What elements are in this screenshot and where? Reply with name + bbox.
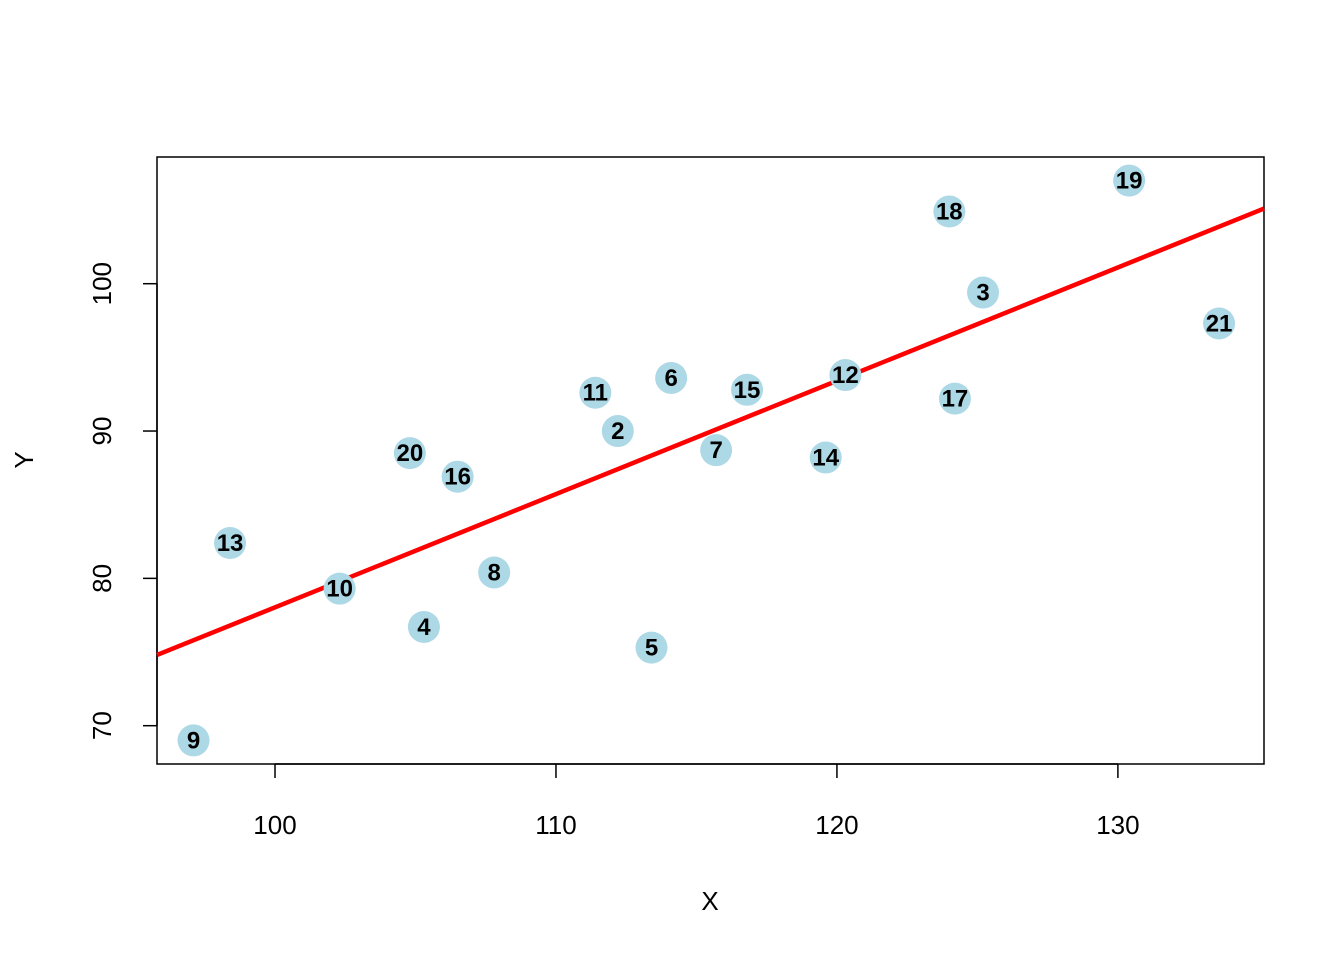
data-point: 8 [478, 556, 511, 589]
point-marker [1113, 164, 1146, 197]
data-point: 3 [967, 276, 1000, 309]
point-label: 15 [734, 377, 761, 404]
point-marker [700, 434, 733, 467]
regression-line [156, 206, 1265, 658]
y-tick-label: 80 [87, 564, 117, 593]
y-tick-label: 100 [87, 262, 117, 305]
point-label: 16 [444, 464, 471, 491]
data-point: 19 [1113, 164, 1146, 197]
point-label: 10 [326, 576, 353, 603]
point-marker [407, 610, 440, 643]
x-tick-label: 110 [535, 810, 576, 840]
point-marker [601, 415, 634, 448]
x-tick-label: 120 [815, 810, 858, 840]
point-marker [967, 276, 1000, 309]
data-point: 6 [655, 361, 688, 394]
data-point: 15 [731, 373, 764, 406]
point-label: 13 [217, 530, 244, 557]
point-marker [938, 382, 971, 415]
point-label: 9 [187, 727, 200, 754]
point-label: 8 [487, 559, 500, 586]
point-label: 18 [936, 199, 963, 226]
data-point: 17 [938, 382, 971, 415]
point-marker [933, 195, 966, 228]
data-point: 14 [809, 441, 842, 474]
data-point: 18 [933, 195, 966, 228]
point-label: 14 [812, 445, 839, 472]
data-point: 11 [579, 376, 612, 409]
y-axis-title: Y [9, 451, 39, 468]
point-label: 19 [1116, 168, 1143, 195]
point-label: 20 [397, 440, 424, 467]
point-label: 3 [976, 280, 989, 307]
x-axis-title: X [701, 886, 718, 916]
point-marker [214, 527, 247, 560]
data-point: 5 [635, 631, 668, 664]
data-point: 21 [1203, 307, 1236, 340]
point-marker [177, 724, 210, 757]
data-point: 16 [441, 460, 474, 493]
point-marker [393, 437, 426, 470]
y-tick-label: 70 [87, 711, 117, 740]
point-label: 12 [832, 362, 859, 389]
data-point: 10 [323, 572, 356, 605]
point-marker [441, 460, 474, 493]
y-tick-label: 90 [87, 417, 117, 446]
point-marker [809, 441, 842, 474]
point-label: 5 [645, 635, 658, 662]
point-marker [478, 556, 511, 589]
point-label: 21 [1206, 310, 1233, 337]
point-label: 7 [709, 437, 722, 464]
points-layer: 2 3 4 5 6 7 8 9 10 11 12 13 14 15 16 17 18 19 20 21 [177, 164, 1236, 757]
x-tick-label: 130 [1096, 810, 1139, 840]
point-label: 2 [611, 418, 624, 445]
point-label: 6 [664, 365, 677, 392]
data-point: 7 [700, 434, 733, 467]
data-point: 20 [393, 437, 426, 470]
point-marker [323, 572, 356, 605]
point-marker [731, 373, 764, 406]
x-axis: 100 110 120 130 [253, 763, 1140, 840]
point-marker [655, 361, 688, 394]
point-marker [635, 631, 668, 664]
point-marker [579, 376, 612, 409]
y-axis: 70 80 90 100 [87, 262, 158, 740]
point-marker [1203, 307, 1236, 340]
data-point: 13 [214, 527, 247, 560]
point-label: 4 [417, 614, 431, 641]
point-label: 17 [942, 386, 969, 413]
data-point: 9 [177, 724, 210, 757]
data-point: 12 [829, 359, 862, 392]
point-label: 11 [583, 380, 608, 407]
data-point: 4 [407, 610, 440, 643]
point-marker [829, 359, 862, 392]
regression-layer [156, 206, 1265, 658]
x-tick-label: 100 [253, 810, 296, 840]
data-point: 2 [601, 415, 634, 448]
